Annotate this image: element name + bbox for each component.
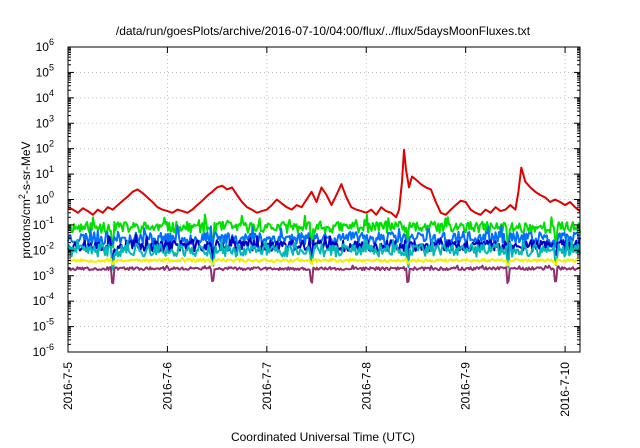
x-tick-label: 2016-7-9 — [459, 362, 473, 410]
x-tick-label: 2016-7-7 — [260, 362, 274, 410]
x-tick-label: 2016-7-10 — [558, 362, 572, 417]
y-axis-label-main: protons/cm — [19, 199, 33, 258]
y-tick-label: 102 — [36, 139, 54, 156]
y-tick-label: 10-4 — [33, 291, 54, 308]
x-axis: 2016-7-5 2016-7-6 2016-7-7 2016-7-8 2016-7-9… — [61, 47, 572, 417]
y-axis-label-rest: -s-sr-MeV — [19, 141, 33, 194]
y-tick-label: 104 — [36, 88, 54, 105]
y-tick-label: 105 — [36, 62, 54, 79]
series-line — [67, 256, 581, 267]
series-line — [67, 238, 581, 271]
y-axis: 10-6 10-5 10-4 10-3 10-2 10-1 100 101 102 103 104 1… — [33, 37, 580, 359]
y-tick-label: 103 — [36, 113, 54, 130]
series-line — [67, 213, 581, 249]
y-tick-label: 10-5 — [33, 317, 54, 334]
y-axis-label-sup: 2 — [17, 194, 27, 199]
series-line — [67, 148, 581, 219]
y-axis-label: protons/cm2-s-sr-MeV — [17, 141, 33, 258]
y-tick-label: 10-1 — [33, 215, 54, 232]
y-tick-label: 10-6 — [33, 342, 54, 359]
y-tick-label: 10-2 — [33, 240, 54, 257]
series-line — [67, 224, 581, 259]
x-tick-label: 2016-7-8 — [359, 362, 373, 410]
x-axis-label: Coordinated Universal Time (UTC) — [231, 430, 415, 444]
grid-layer — [68, 47, 580, 352]
x-tick-label: 2016-7-6 — [160, 362, 174, 410]
y-tick-label: 101 — [36, 164, 54, 181]
x-tick-label: 2016-7-5 — [61, 362, 75, 410]
chart-title: /data/run/goesPlots/archive/2016-07-10/0… — [116, 24, 531, 38]
series-line — [67, 264, 581, 285]
y-tick-label: 106 — [36, 37, 54, 54]
series-layer — [67, 148, 581, 285]
y-tick-label: 100 — [36, 190, 54, 207]
y-tick-label: 10-3 — [33, 266, 54, 283]
